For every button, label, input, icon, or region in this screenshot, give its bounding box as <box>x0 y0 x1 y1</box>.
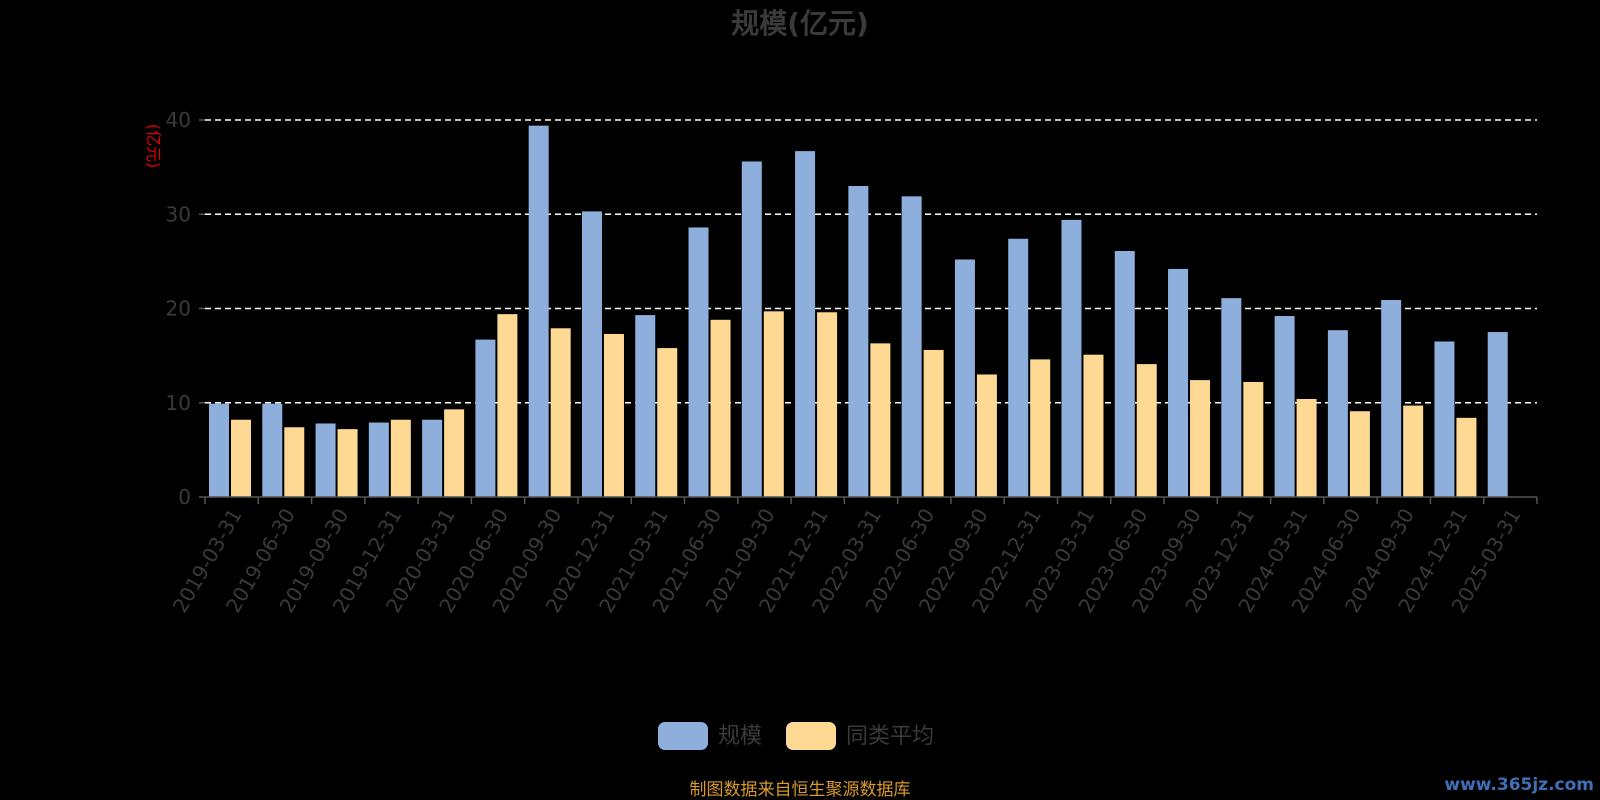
bar-peer-average <box>337 429 358 497</box>
bar-peer-average <box>657 348 678 497</box>
bar-scale <box>1114 251 1135 497</box>
bar-peer-average <box>763 311 784 497</box>
y-tick-label: 40 <box>166 108 191 132</box>
bar-peer-average <box>1083 354 1104 497</box>
bar-scale <box>741 161 762 497</box>
y-tick-label: 20 <box>166 297 191 321</box>
bar-scale <box>848 185 869 497</box>
y-axis-unit-label: (亿元) <box>144 124 163 169</box>
bar-scale <box>688 227 709 497</box>
bar-peer-average <box>1296 398 1317 497</box>
bar-peer-average <box>923 349 944 497</box>
bar-peer-average <box>976 374 997 497</box>
bar-scale <box>1061 219 1082 497</box>
bar-peer-average <box>550 328 571 497</box>
bar-scale <box>1221 298 1242 497</box>
bars <box>209 125 1508 498</box>
bar-peer-average <box>231 419 251 497</box>
bar-peer-average <box>870 343 891 497</box>
y-tick-label: 0 <box>178 485 191 509</box>
bar-scale <box>635 315 656 497</box>
legend-label[interactable]: 规模 <box>718 724 762 749</box>
bar-scale <box>954 259 975 497</box>
bar-scale <box>1168 268 1189 497</box>
bar-scale <box>1327 330 1348 497</box>
legend: 规模 同类平均 <box>658 722 934 750</box>
x-axis-ticks: 2019-03-312019-06-302019-09-302019-12-31… <box>168 497 1538 617</box>
bar-peer-average <box>444 409 465 497</box>
bar-peer-average <box>1403 405 1424 497</box>
bar-scale <box>209 403 229 497</box>
bar-scale <box>1008 238 1029 497</box>
bar-scale <box>1381 300 1402 497</box>
bar-scale <box>528 125 549 497</box>
y-tick-label: 30 <box>166 202 191 226</box>
bar-scale <box>475 339 496 497</box>
bar-scale <box>1487 332 1508 497</box>
bar-scale <box>315 423 336 497</box>
bar-scale <box>422 419 443 497</box>
bar-peer-average <box>1243 382 1264 497</box>
bar-peer-average <box>710 319 731 497</box>
legend-swatch[interactable] <box>658 722 708 750</box>
chart-title: 规模(亿元) <box>731 7 869 40</box>
bar-peer-average <box>1136 364 1157 497</box>
watermark: www.365jz.com <box>1444 775 1594 795</box>
bar-scale <box>795 151 816 498</box>
bar-peer-average <box>1456 417 1477 497</box>
bar-peer-average <box>1190 380 1211 497</box>
bar-scale <box>368 422 389 497</box>
legend-label[interactable]: 同类平均 <box>846 724 934 749</box>
bar-peer-average <box>390 419 411 497</box>
bar-peer-average <box>1030 359 1051 497</box>
bar-scale <box>1274 316 1295 497</box>
bar-peer-average <box>817 312 838 497</box>
bar-peer-average <box>284 427 305 497</box>
legend-swatch[interactable] <box>786 722 836 750</box>
bar-peer-average <box>603 333 624 497</box>
y-tick-label: 10 <box>166 391 191 415</box>
bar-peer-average <box>497 314 518 497</box>
bar-scale <box>901 196 922 497</box>
bar-scale <box>1434 341 1455 497</box>
y-axis-ticks: 0 10 20 30 40 <box>166 108 205 509</box>
bar-scale <box>581 211 602 498</box>
data-source-note: 制图数据来自恒生聚源数据库 <box>690 780 911 800</box>
bar-scale <box>262 403 283 497</box>
bar-peer-average <box>1349 411 1370 497</box>
